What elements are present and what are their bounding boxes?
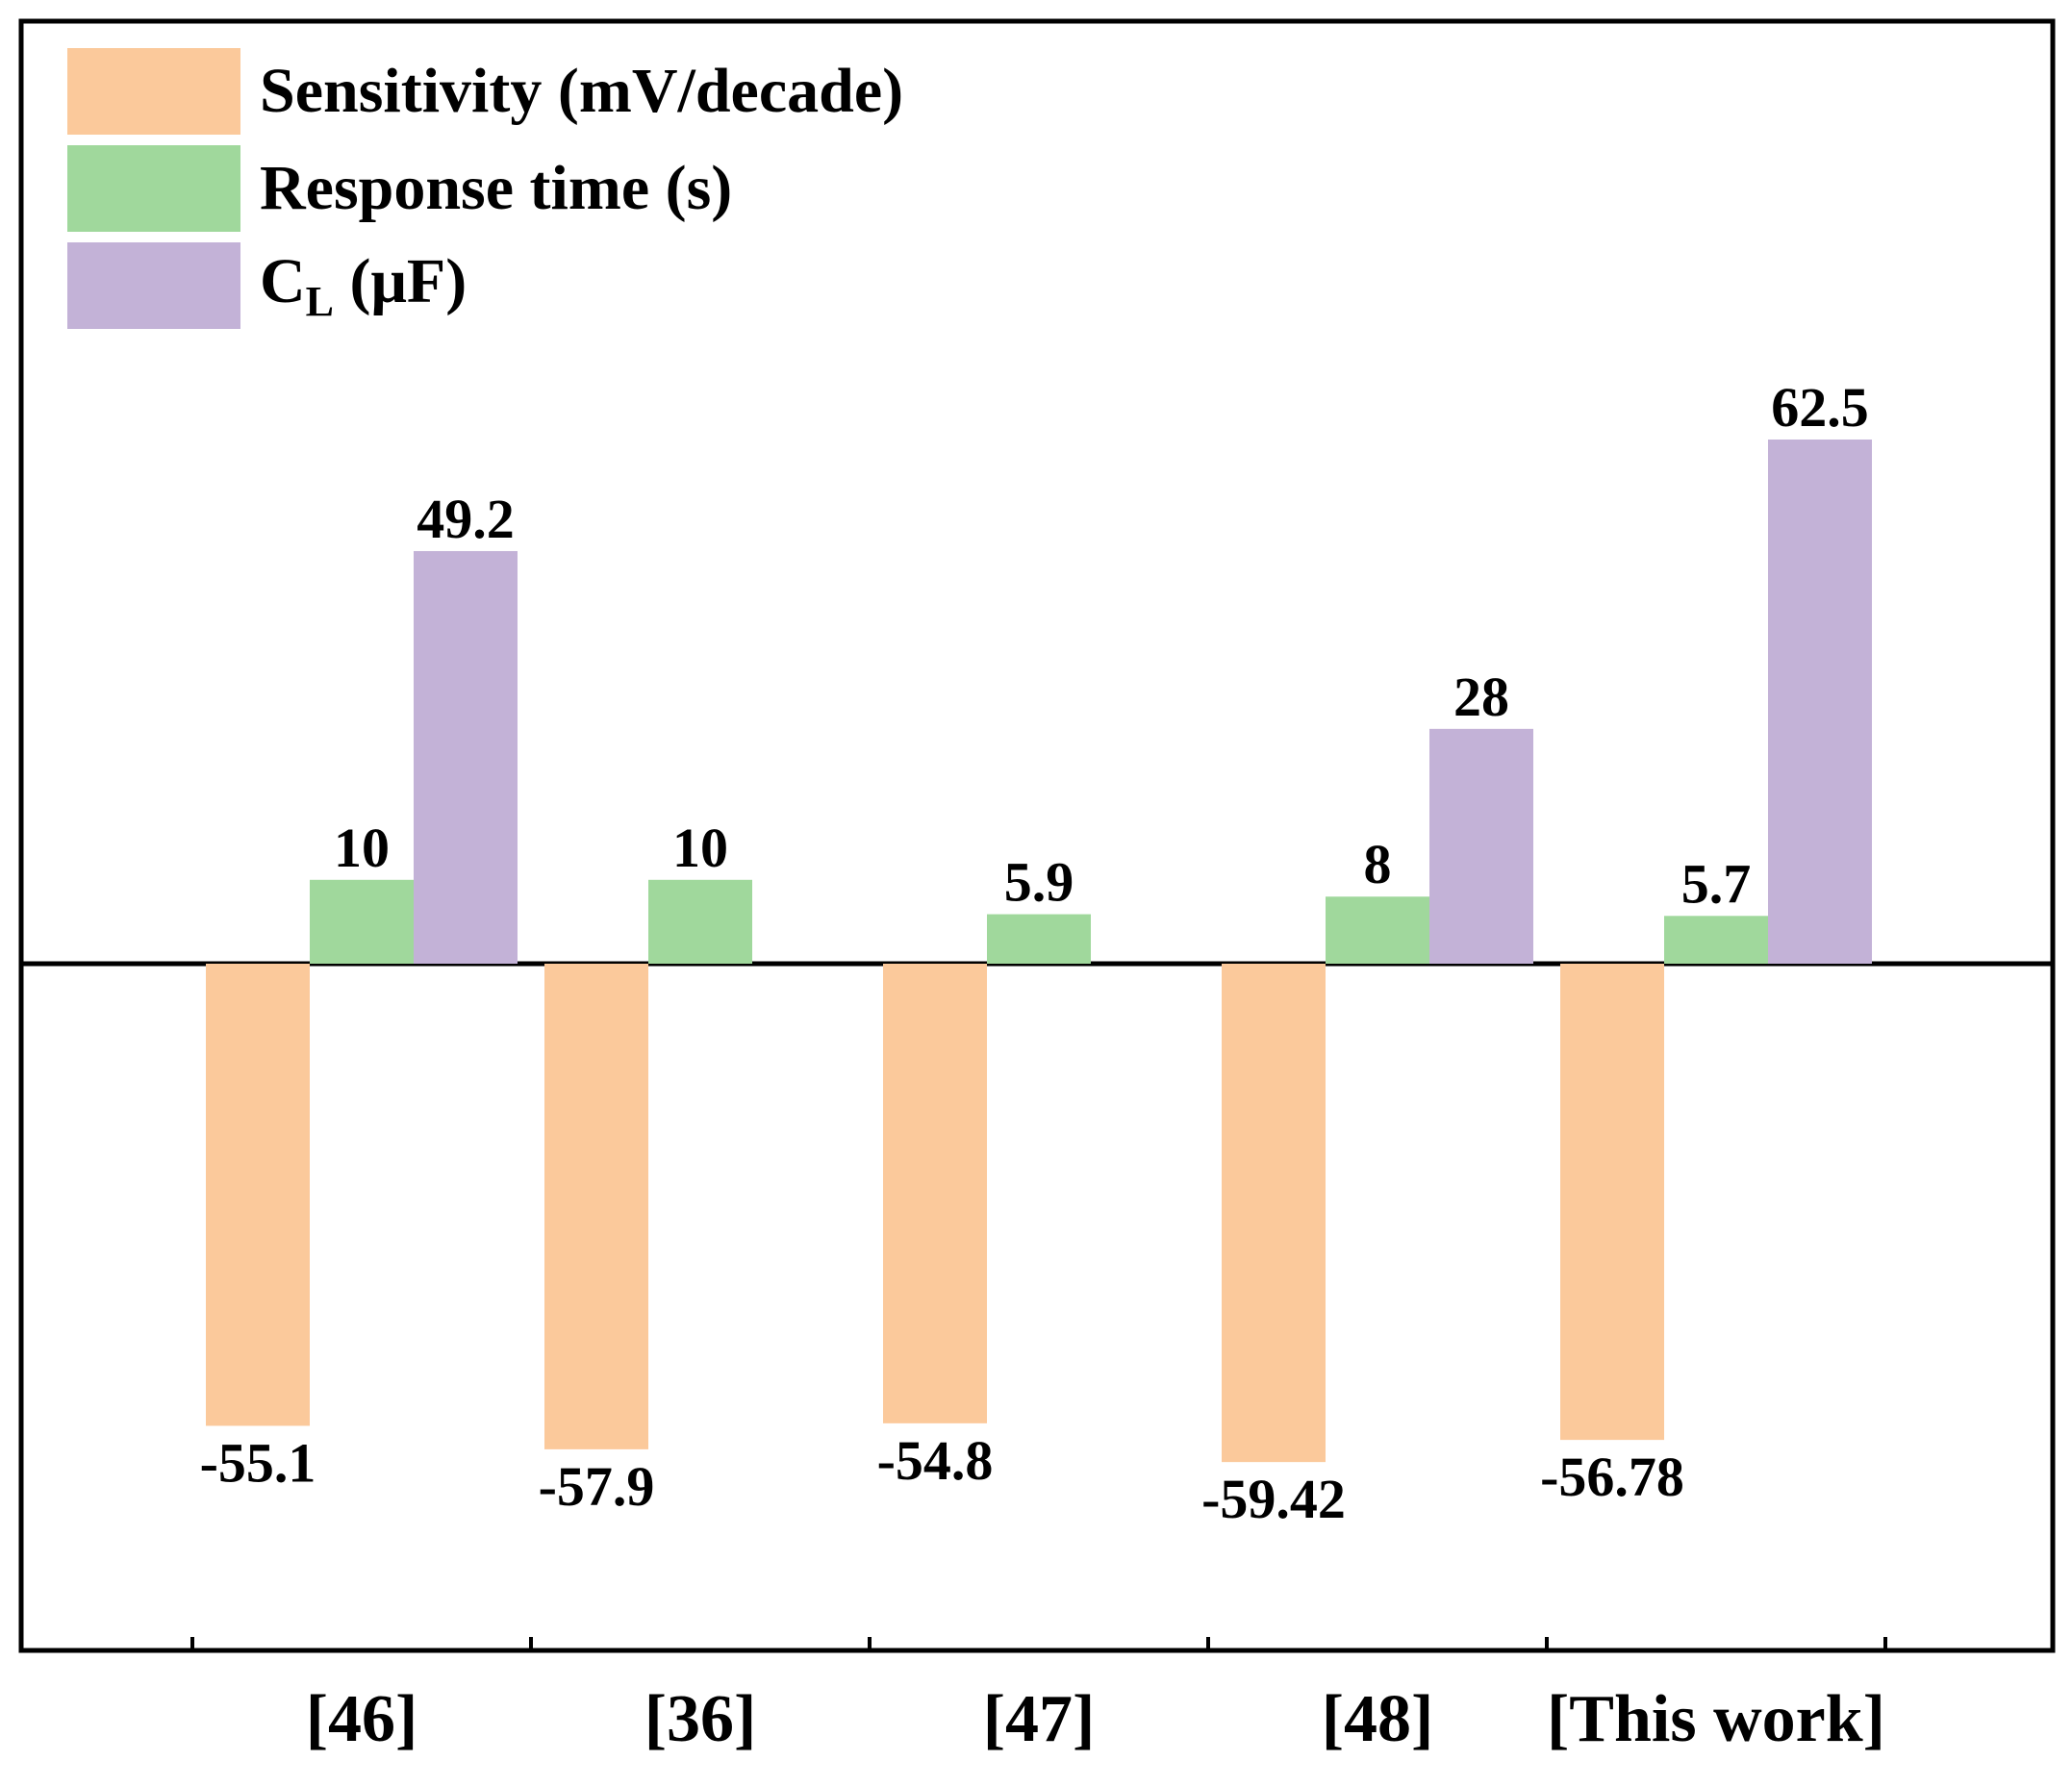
data-label-cl-4: 28 [1453,666,1509,728]
legend-label-sensitivity: Sensitivity (mV/decade) [260,56,904,126]
legend-item-response-time: Response time (s) [67,140,903,237]
bar-response-time-5 [1664,916,1768,964]
data-label-sensitivity-5: -56.78 [1540,1446,1684,1508]
legend-swatch-response-time [67,145,240,232]
category-labels-group: [46] [36] [47] [48] [This work] [306,1682,1885,1756]
category-label-3: [47] [983,1682,1096,1756]
value-labels-group: -55.1 10 49.2 -57.9 10 -54.8 5.9 -59.42 8 28 -56.7… [200,376,1869,1530]
legend-item-cl: CL (μF) [67,238,903,334]
bar-cl-5 [1768,440,1872,964]
legend-swatch-sensitivity [67,48,240,135]
data-label-response-time-5: 5.7 [1681,852,1752,915]
data-label-response-time-2: 10 [672,817,728,879]
bar-sensitivity-2 [544,964,648,1449]
data-label-response-time-4: 8 [1364,833,1392,895]
bar-cl-1 [414,550,518,964]
category-label-2: [36] [644,1682,757,1756]
legend-label-cl-sub: L [305,278,335,325]
data-label-cl-5: 62.5 [1771,376,1869,439]
data-label-sensitivity-3: -54.8 [877,1429,994,1492]
category-label-4: [48] [1322,1682,1434,1756]
data-label-sensitivity-1: -55.1 [200,1431,316,1494]
legend-label-cl: CL (μF) [260,245,467,326]
data-label-response-time-1: 10 [334,817,390,879]
bar-sensitivity-1 [206,964,310,1426]
bar-sensitivity-3 [883,964,987,1423]
legend-label-cl-unit: (μF) [334,246,467,316]
legend-swatch-cl [67,242,240,329]
legend-item-sensitivity: Sensitivity (mV/decade) [67,43,903,139]
data-label-sensitivity-4: -59.42 [1201,1468,1346,1530]
category-label-5: [This work] [1547,1682,1885,1756]
bar-response-time-2 [648,879,752,964]
bar-sensitivity-4 [1222,964,1326,1463]
bar-response-time-1 [310,879,414,964]
bar-response-time-3 [987,914,1091,964]
legend-label-response-time: Response time (s) [260,153,733,223]
category-label-1: [46] [306,1682,418,1756]
data-label-cl-1: 49.2 [417,488,515,550]
legend-label-cl-main: C [260,246,306,316]
bar-response-time-4 [1326,896,1429,964]
legend: Sensitivity (mV/decade) Response time (s… [67,43,903,335]
bar-sensitivity-5 [1560,964,1664,1441]
data-label-response-time-3: 5.9 [1004,851,1074,914]
x-ticks [190,1637,1887,1650]
data-label-sensitivity-2: -57.9 [539,1455,655,1518]
bars-group [206,440,1872,1463]
bar-cl-4 [1429,728,1533,964]
plot-frame [18,18,2056,1653]
